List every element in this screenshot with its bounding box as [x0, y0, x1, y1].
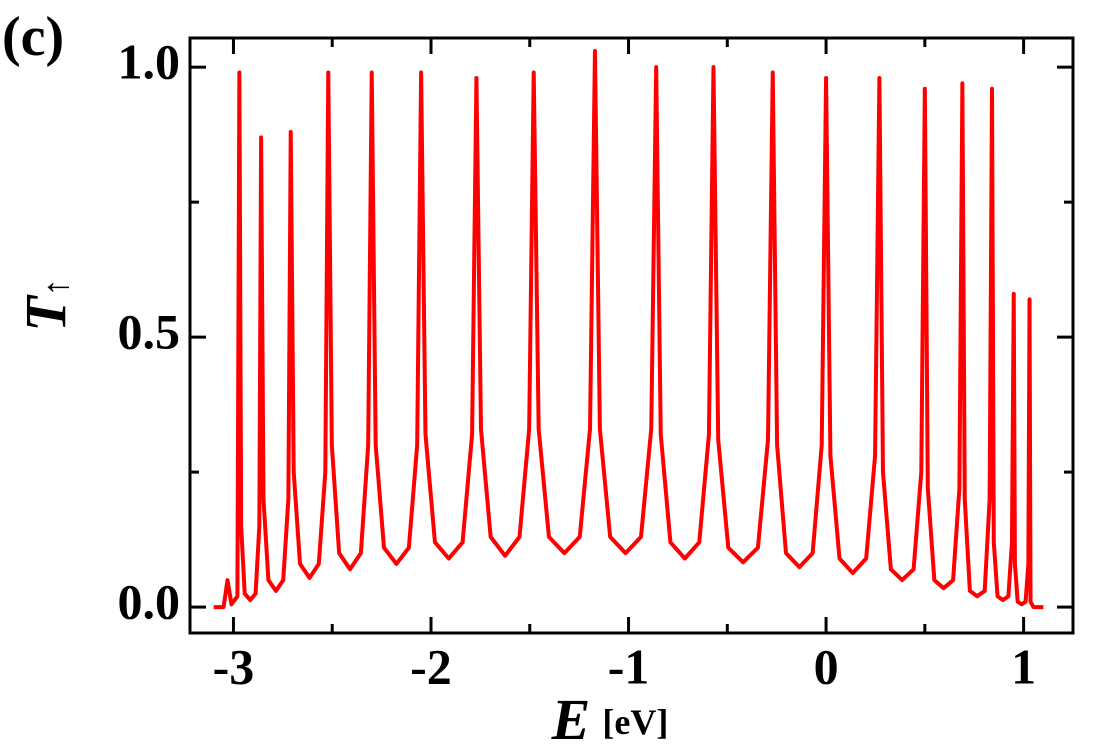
x-axis-label: E [eV] — [551, 687, 669, 750]
x-tick-label: -2 — [410, 638, 452, 694]
y-tick-label: 0.5 — [118, 304, 181, 360]
x-label-symbol: E — [551, 687, 591, 750]
y-tick-label: 0.0 — [118, 574, 181, 630]
plot-frame — [188, 36, 1075, 635]
x-label-unit: [eV] — [602, 702, 668, 742]
y-axis-label: T↑ — [13, 278, 78, 331]
x-tick-label: 0 — [814, 638, 839, 694]
x-tick-label: -1 — [608, 638, 650, 694]
y-tick-label: 1.0 — [118, 34, 181, 90]
y-label-symbol: T — [13, 294, 78, 332]
y-label-subscript: ↑ — [36, 278, 76, 296]
x-tick-label: 1 — [1011, 638, 1036, 694]
x-tick-label: -3 — [213, 638, 255, 694]
transmission-line — [213, 48, 1044, 610]
panel-label: (c) — [2, 6, 64, 68]
